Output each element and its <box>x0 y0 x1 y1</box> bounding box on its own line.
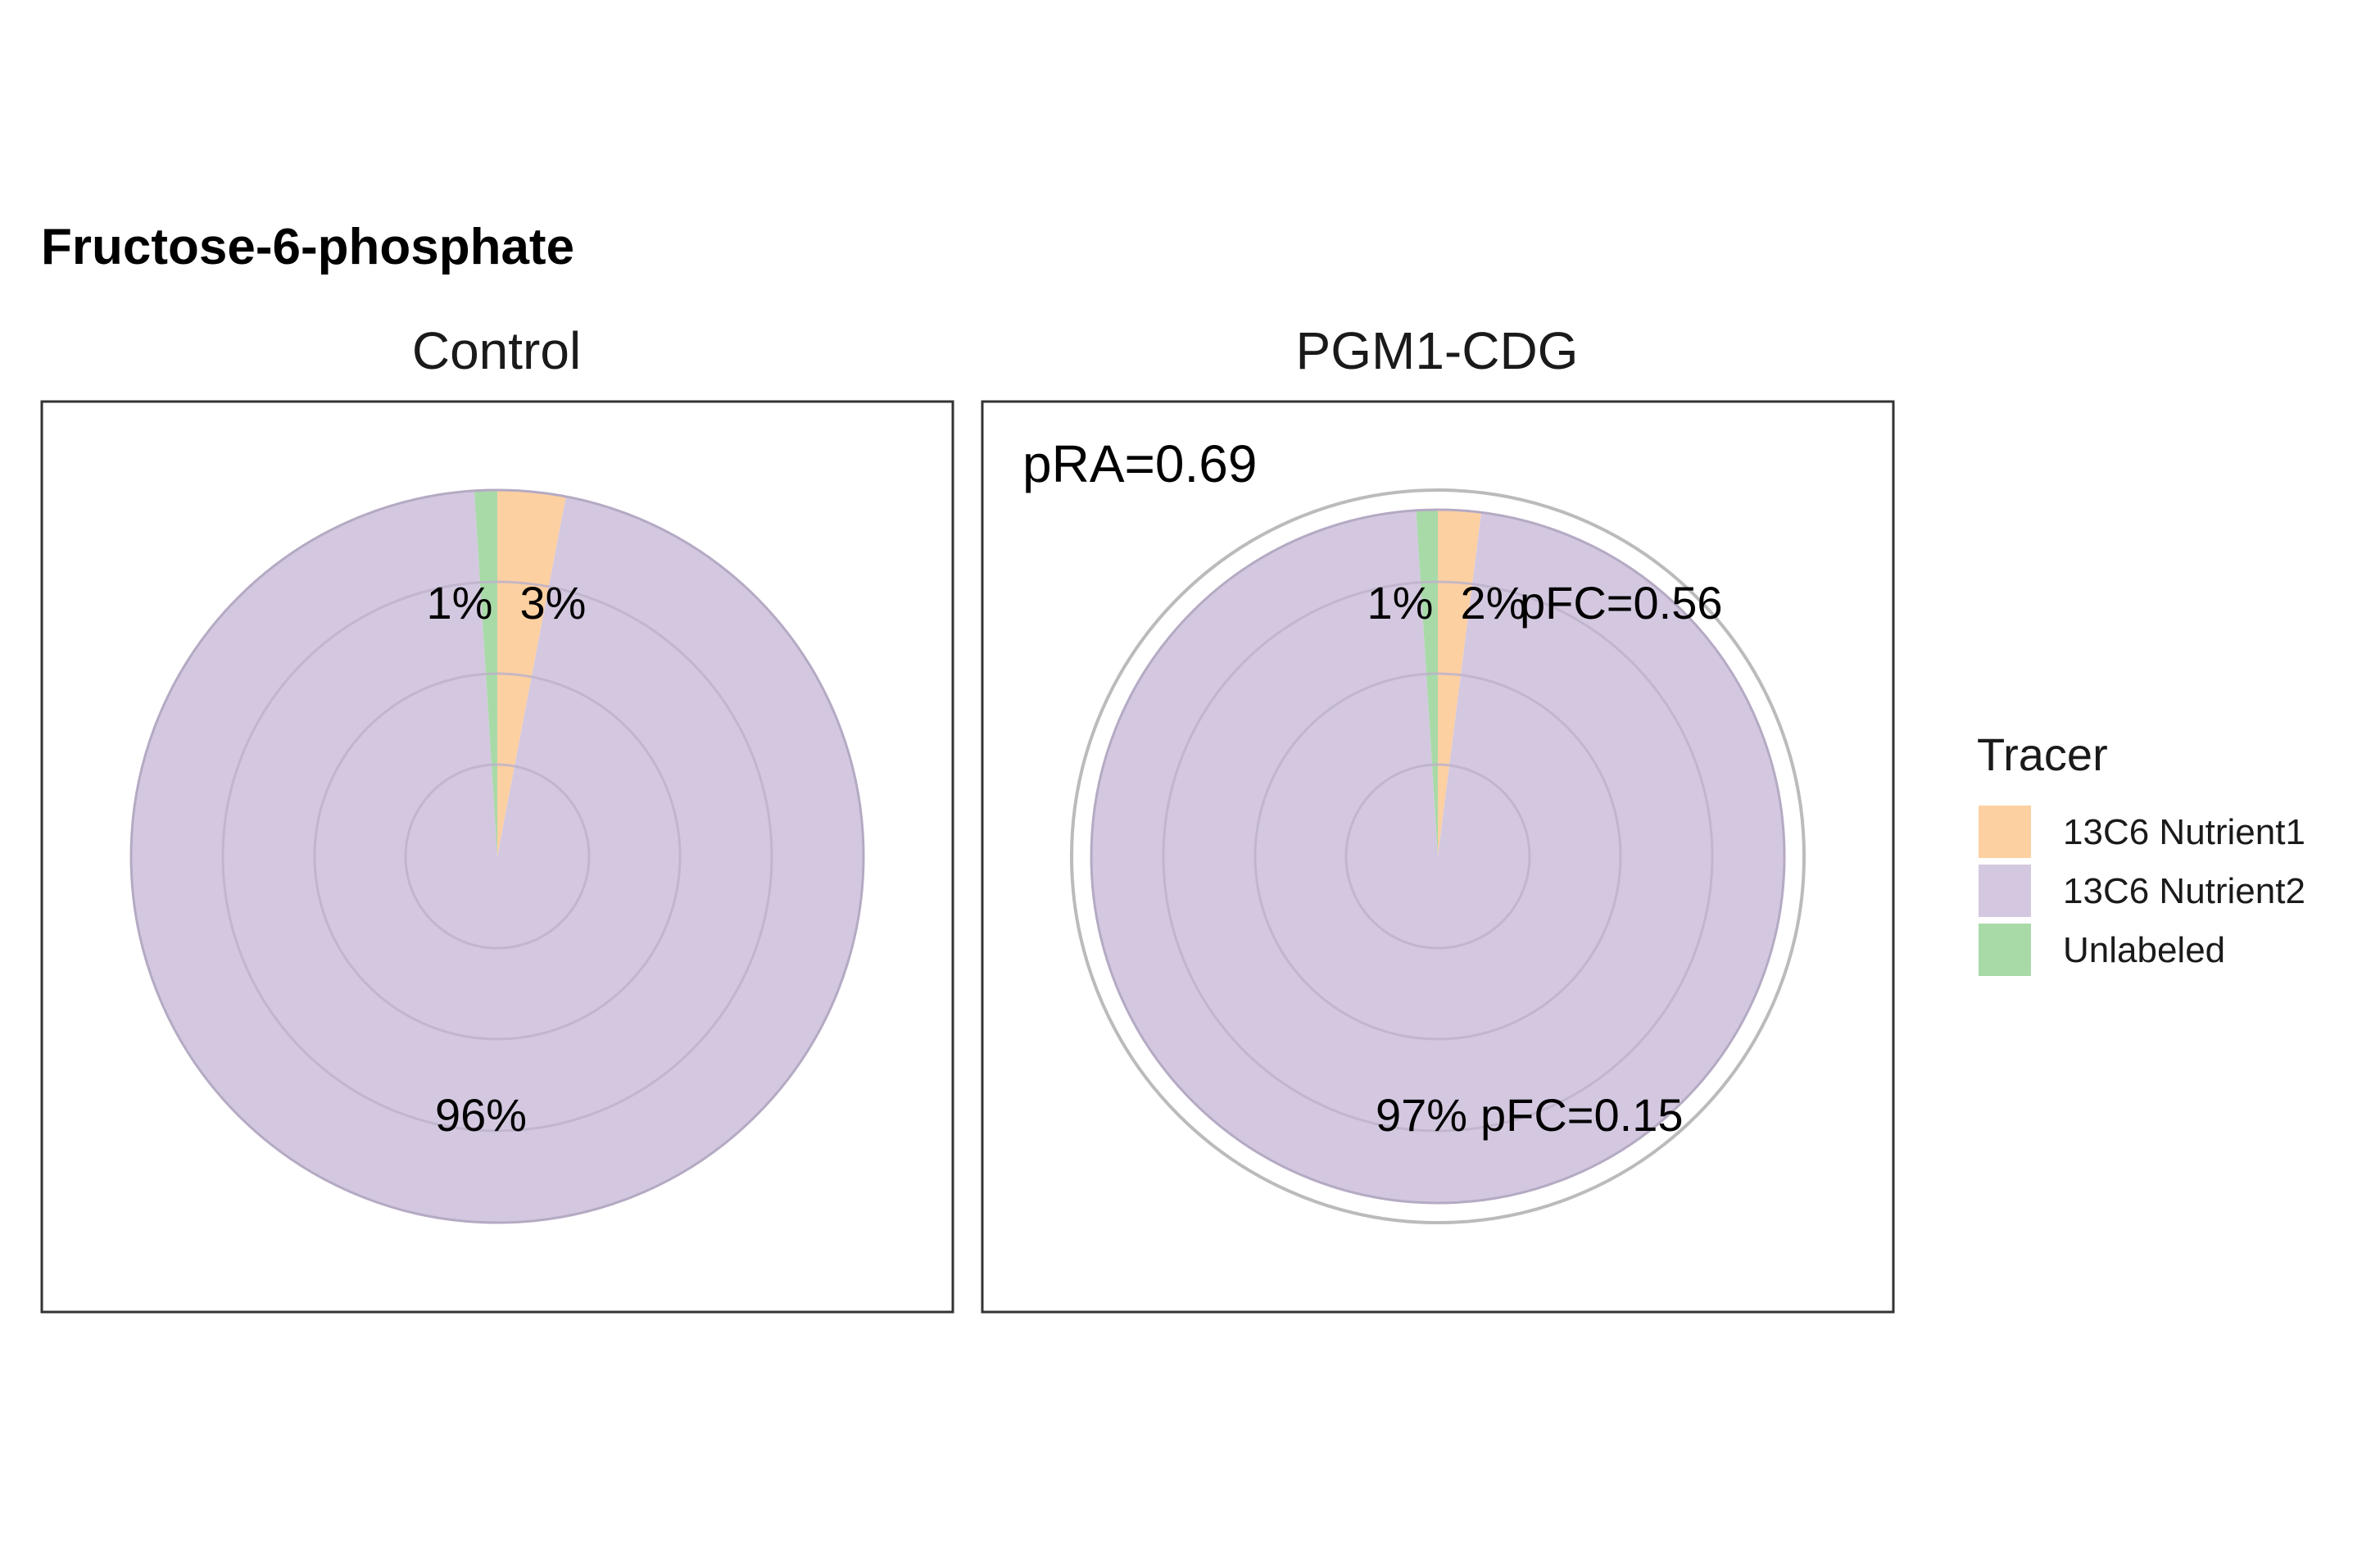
grid-ring-pgm1-cdg-2 <box>1253 672 1622 1041</box>
legend-label-nutrient2: 13C6 Nutrient2 <box>2063 871 2305 911</box>
chart-title: Fructose-6-phosphate <box>41 219 574 275</box>
legend: Tracer 13C6 Nutrient1 13C6 Nutrient2 Unl… <box>1977 729 2305 976</box>
pra-annotation: pRA=0.69 <box>1022 434 1257 493</box>
slice-label-control-3: 1% <box>427 577 493 629</box>
panel-label-control: Control <box>412 321 581 380</box>
panel-label-pgm1-cdg: PGM1-CDG <box>1296 321 1579 380</box>
pie-border-pgm1-cdg <box>1090 508 1786 1205</box>
slice-label-pgm1-cdg-2: 97% <box>1376 1089 1467 1141</box>
pfc-annotation-nutrient1: pFC=0.56 <box>1520 577 1723 629</box>
legend-title: Tracer <box>1977 729 2108 780</box>
outer-ring-pgm1-cdg <box>1070 488 1806 1224</box>
slice-pgm1-cdg-unlabeled <box>1416 510 1438 856</box>
panel-frame-control <box>40 400 954 1314</box>
legend-swatch-nutrient1 <box>1979 806 2031 858</box>
legend-swatch-unlabeled <box>1979 924 2031 976</box>
legend-swatch-nutrient2 <box>1979 865 2031 917</box>
slice-control-13c6-nutrient2 <box>131 490 864 1223</box>
slice-label-pgm1-cdg-3: 1% <box>1367 577 1434 629</box>
pie-pgm1-cdg: 2% 97% 1% pFC=0.56 pFC=0.15 <box>1070 488 1806 1224</box>
slice-label-pgm1-cdg-1: 2% <box>1461 577 1527 629</box>
pie-border-control <box>129 488 865 1224</box>
grid-ring-control-1 <box>404 763 591 950</box>
legend-label-nutrient1: 13C6 Nutrient1 <box>2063 812 2305 852</box>
slice-pgm1-cdg-13c6-nutrient2 <box>1090 510 1784 1203</box>
panel-pgm1-cdg: PGM1-CDG 2% 97% 1% pFC=0.56 pFC=0.15 pRA=0.6… <box>981 321 1895 1314</box>
pfc-annotation-nutrient2: pFC=0.15 <box>1480 1089 1684 1141</box>
legend-label-unlabeled: Unlabeled <box>2063 930 2225 970</box>
slice-label-control-1: 3% <box>520 577 587 629</box>
slice-label-control-2: 96% <box>435 1089 527 1141</box>
grid-ring-control-2 <box>313 672 682 1041</box>
grid-ring-pgm1-cdg-1 <box>1344 763 1531 950</box>
panel-frame-pgm1-cdg <box>981 400 1895 1314</box>
panel-control: Control 3% 96% 1% <box>40 321 954 1314</box>
pie-control: 3% 96% 1% <box>129 488 865 1224</box>
grid-ring-pgm1-cdg-3 <box>1162 580 1714 1133</box>
slice-pgm1-cdg-13c6-nutrient1 <box>1438 510 1482 856</box>
grid-ring-control-3 <box>221 580 773 1133</box>
